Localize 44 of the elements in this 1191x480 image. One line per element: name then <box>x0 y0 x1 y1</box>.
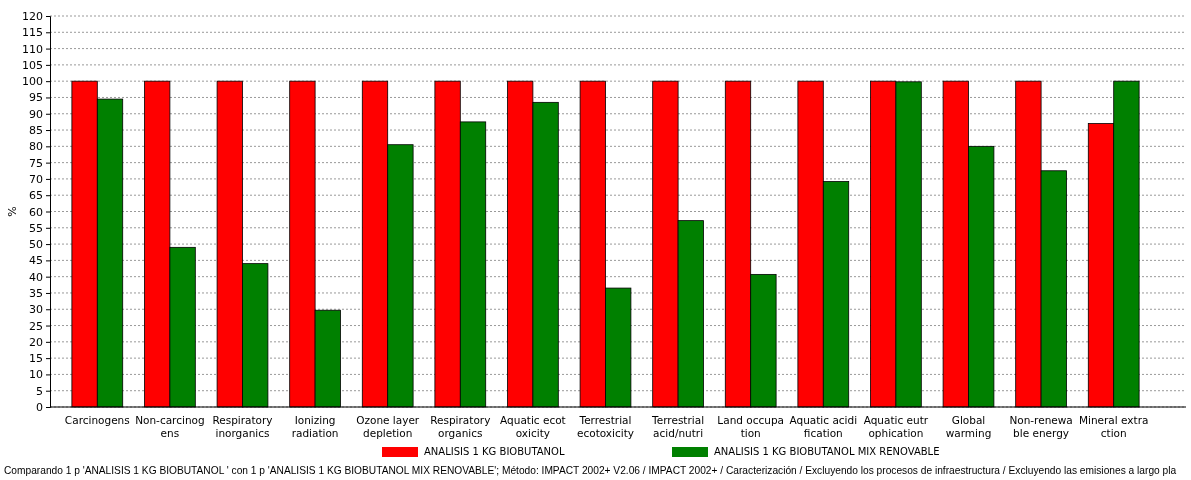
y-tick-label: 15 <box>29 352 43 366</box>
legend-label: ANALISIS 1 KG BIOBUTANOL MIX RENOVABLE <box>714 446 940 457</box>
y-tick-label: 105 <box>22 58 43 72</box>
y-axis-title: % <box>6 206 19 217</box>
y-tick-label: 55 <box>29 221 43 235</box>
y-tick-label: 80 <box>29 140 43 154</box>
x-tick-label: Mineral extra ction <box>1078 414 1149 439</box>
x-tick-label: Non-carcinog ens <box>135 414 205 439</box>
x-tick-label: Respiratory inorganics <box>212 414 273 439</box>
y-tick-label: 10 <box>29 368 43 382</box>
y-tick-label: 25 <box>29 319 43 333</box>
y-tick-label: 115 <box>22 26 43 40</box>
text: Comparando 1 p 'ANALISIS 1 KG BIOBUTANOL ' con 1 p 'ANALISIS 1 KG BIOBUTANOL MIX RENOVABLE'; Método: IMPACT 2002+ V2.06 / IMPACT 2002+ / Caracterización / Excluyendo los procesos de infraestructura / Excluyendo las emisiones a largo pla <box>4 465 1177 476</box>
y-tick-label: 30 <box>29 303 43 317</box>
x-tick-label: Terrestrial ecotoxicity <box>576 414 635 439</box>
y-tick-label: 85 <box>29 124 43 138</box>
y-tick-label: 65 <box>29 189 43 203</box>
y-tick-label: 100 <box>22 75 43 89</box>
y-tick-label: 40 <box>29 270 43 284</box>
y-tick-label: 95 <box>29 91 43 105</box>
legend-label: ANALISIS 1 KG BIOBUTANOL <box>424 446 565 457</box>
y-tick-label: 60 <box>29 205 43 219</box>
y-tick-label: 50 <box>29 238 43 252</box>
x-tick-label: Respiratory organics <box>430 414 491 439</box>
x-tick-label: Aquatic eutr ophication <box>863 414 929 439</box>
x-tick-label: Ionizing radiation <box>291 414 339 439</box>
y-tick-label: 20 <box>29 335 43 349</box>
x-tick-label: Aquatic ecot oxicity <box>500 414 566 439</box>
x-tick-label: Carcinogens <box>64 414 130 426</box>
y-tick-label: 90 <box>29 107 43 121</box>
y-tick-label: 35 <box>29 286 43 300</box>
y-tick-label: 75 <box>29 156 43 170</box>
x-tick-label: Aquatic acidi fication <box>789 414 858 439</box>
y-tick-label: 120 <box>22 10 43 24</box>
x-tick-label: Terrestrial acid/nutri <box>651 414 705 439</box>
x-tick-label: Non-renewa ble energy <box>1009 414 1073 439</box>
y-tick-label: 0 <box>36 401 43 415</box>
x-tick-label: Global warming <box>945 414 992 439</box>
y-tick-label: 110 <box>22 42 43 56</box>
y-tick-label: 70 <box>29 172 43 186</box>
y-tick-label: 5 <box>36 384 43 398</box>
x-tick-label: Ozone layer depletion <box>356 414 420 439</box>
x-tick-label: Land occupa tion <box>717 414 785 439</box>
y-tick-label: 45 <box>29 254 43 268</box>
